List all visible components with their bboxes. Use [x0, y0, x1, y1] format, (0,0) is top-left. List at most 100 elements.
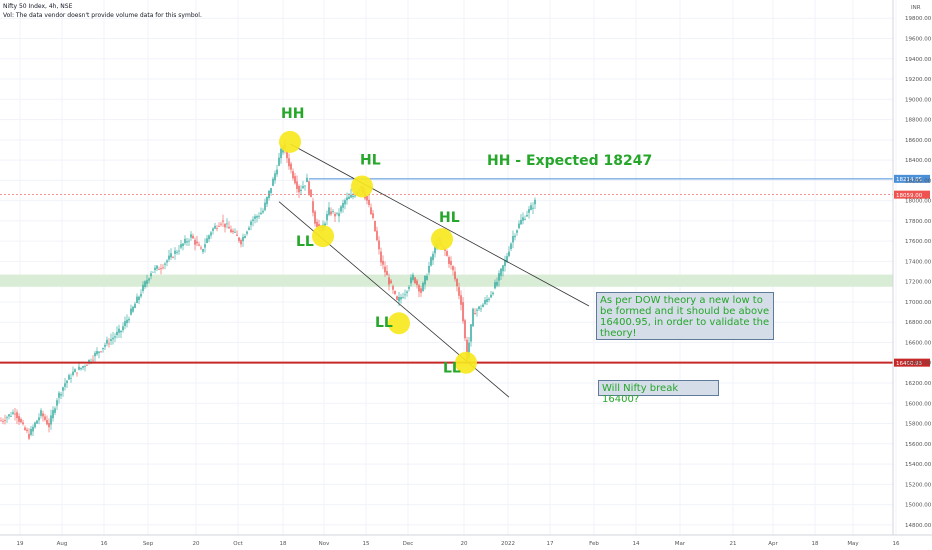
candle-body	[290, 163, 292, 170]
candle-body	[200, 247, 202, 249]
candle-body	[448, 257, 450, 264]
y-tick-label: 19600.00	[905, 37, 932, 43]
candle-body	[264, 202, 266, 211]
candle-body	[354, 195, 356, 197]
candle-body	[74, 369, 76, 373]
candle-body	[80, 367, 82, 370]
candle-body	[510, 243, 512, 250]
candle-body	[492, 292, 494, 295]
candle-body	[92, 359, 94, 361]
candle-body	[474, 313, 476, 315]
y-tick-label: 17200.00	[905, 280, 932, 286]
x-tick-label: Apr	[768, 541, 778, 547]
candle-body	[342, 202, 344, 208]
candle-body	[488, 298, 490, 300]
candle-body	[130, 308, 132, 315]
candle-body	[164, 263, 166, 265]
candle-body	[242, 236, 244, 242]
candle-body	[154, 267, 156, 271]
x-tick-label: Mar	[675, 541, 686, 547]
candle-body	[380, 251, 382, 263]
y-tick-label: 16800.00	[905, 320, 932, 326]
candle-body	[128, 318, 130, 321]
candle-body	[216, 228, 218, 229]
candle-body	[258, 215, 260, 217]
candle-body	[390, 280, 392, 284]
y-tick-label: 18800.00	[905, 118, 932, 124]
candle-body	[402, 297, 404, 299]
candle-body	[410, 277, 412, 284]
candle-body	[2, 421, 4, 422]
y-tick-label: 15000.00	[905, 503, 932, 509]
candle-body	[220, 223, 222, 225]
question-note[interactable]: Will Nifty break 16400?	[598, 380, 719, 405]
y-tick-label: 14800.00	[905, 523, 932, 529]
swing-highlight	[388, 312, 410, 335]
candle-body	[44, 416, 46, 420]
y-tick-label: 15200.00	[905, 482, 932, 488]
candle-body	[172, 257, 174, 259]
x-tick-label: Feb	[589, 541, 599, 547]
candle-body	[366, 195, 368, 201]
candle-body	[42, 413, 44, 417]
volume-note: Vol: The data vendor doesn't provide vol…	[3, 12, 202, 19]
candle-body	[138, 296, 140, 301]
candle-body	[30, 428, 32, 435]
candle-body	[190, 234, 192, 238]
candle-body	[76, 372, 78, 374]
candle-body	[524, 219, 526, 220]
candle-body	[514, 235, 516, 238]
x-tick-label: 2022	[501, 541, 515, 547]
candle-body	[450, 260, 452, 266]
candle-body	[84, 366, 86, 367]
candle-body	[292, 171, 294, 179]
candle-body	[146, 280, 148, 284]
candle-body	[252, 219, 254, 221]
candle-body	[288, 158, 290, 167]
candle-body	[148, 278, 150, 281]
candle-body	[490, 294, 492, 298]
y-tick-label: 18600.00	[905, 138, 932, 144]
trendline	[289, 143, 590, 307]
candle-body	[518, 223, 520, 229]
candle-body	[16, 412, 18, 419]
candle-body	[210, 232, 212, 236]
candle-body	[232, 230, 234, 233]
candle-body	[124, 321, 126, 327]
candle-body	[64, 383, 66, 387]
candle-body	[310, 189, 312, 198]
candle-body	[34, 422, 36, 428]
candle-body	[150, 273, 152, 277]
candle-body	[384, 266, 386, 273]
x-tick-label: 16	[893, 541, 900, 547]
candle-body	[520, 219, 522, 225]
swing-highlight	[431, 228, 453, 251]
candle-body	[336, 212, 338, 214]
swing-label: HH	[281, 106, 304, 122]
candle-body	[502, 265, 504, 272]
candle-body	[10, 415, 12, 417]
candle-body	[396, 296, 398, 300]
candle-body	[6, 417, 8, 419]
candle-body	[114, 336, 116, 338]
candle-body	[326, 213, 328, 221]
candle-body	[296, 181, 298, 189]
dow-theory-note[interactable]: As per DOW theory a new low to be formed…	[596, 292, 774, 340]
candle-body	[66, 380, 68, 384]
candle-body	[104, 344, 106, 347]
candle-body	[302, 186, 304, 189]
candle-body	[398, 296, 400, 302]
candle-body	[230, 229, 232, 233]
candle-body	[266, 196, 268, 205]
candle-body	[330, 211, 332, 215]
candle-body	[516, 230, 518, 233]
candle-body	[194, 239, 196, 245]
candle-body	[376, 230, 378, 241]
candle-body	[412, 274, 414, 280]
candle-body	[346, 197, 348, 201]
y-tick-label: 16200.00	[905, 381, 932, 387]
candle-body	[526, 215, 528, 217]
candle-body	[340, 206, 342, 212]
candle-body	[430, 257, 432, 266]
